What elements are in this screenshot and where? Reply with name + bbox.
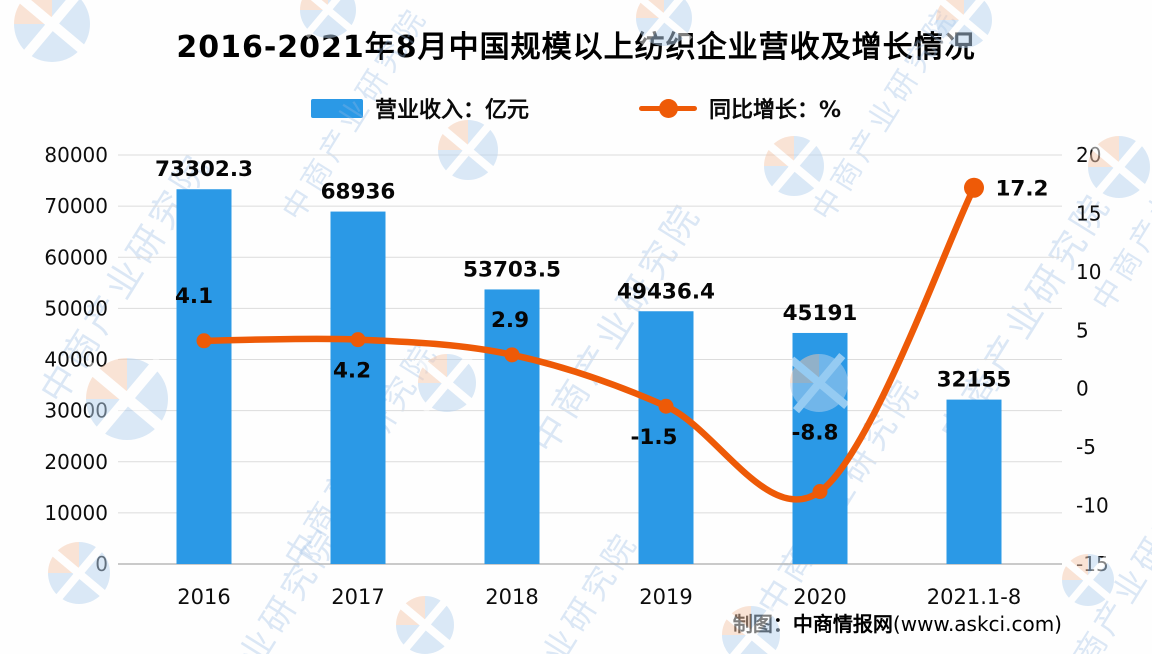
bar-label-2021.1-8: 32155 (937, 368, 1012, 393)
bar-2016 (176, 189, 232, 564)
left-axis-tick: 50000 (44, 296, 108, 320)
bar-2021.1-8 (946, 399, 1002, 564)
bar-label-2017: 68936 (321, 180, 396, 205)
line-marker-2018 (504, 347, 520, 363)
legend-label-revenue: 营业收入：亿元 (374, 98, 529, 123)
bar-series: 73302.3 68936 53703.5 49436.4 45191 32155 (155, 157, 1011, 564)
bar-2020 (792, 332, 848, 564)
right-axis-tick: -10 (1076, 494, 1109, 518)
right-axis-tick: 15 (1076, 201, 1101, 225)
right-axis-tick: 20 (1076, 143, 1101, 167)
left-axis-tick: 40000 (44, 348, 108, 372)
legend-item-revenue: 营业收入：亿元 (310, 92, 529, 124)
x-axis-tick-2018: 2018 (485, 585, 538, 609)
line-marker-2016 (196, 333, 212, 349)
line-label-2016: 4.1 (175, 284, 213, 309)
bar-2017 (330, 211, 386, 564)
line-label-2020: -8.8 (791, 421, 838, 446)
bar-label-2016: 73302.3 (155, 157, 253, 182)
right-axis-tick: 0 (1076, 377, 1089, 401)
line-series-swatch-icon (638, 98, 697, 118)
legend-label-growth: 同比增长：% (708, 98, 842, 123)
x-axis-tick-2017: 2017 (331, 585, 384, 609)
chart-legend: 营业收入：亿元 同比增长：% (0, 92, 1152, 124)
line-marker-2019 (658, 398, 674, 414)
line-series: 4.1 4.2 2.9 -1.5 -8.8 17.2 (175, 177, 1049, 503)
credit-site: (www.askci.com) (892, 612, 1062, 636)
x-axis-tick-2019: 2019 (639, 585, 692, 609)
bar-series-swatch-icon (310, 98, 363, 118)
legend-item-growth: 同比增长：% (638, 92, 842, 124)
right-axis-tick: -5 (1076, 435, 1096, 459)
left-axis-tick: 0 (95, 552, 108, 576)
bar-label-2020: 45191 (783, 301, 858, 326)
left-axis-labels: 80000 70000 60000 50000 40000 30000 20000 10000… (44, 143, 108, 576)
bar-2019 (638, 311, 694, 564)
right-axis-tick: 10 (1076, 260, 1101, 284)
line-marker-2017 (350, 332, 366, 348)
growth-line (200, 184, 978, 503)
x-axis-labels: 2016 2017 2018 2019 2020 2021.1-8 (177, 585, 1021, 609)
right-axis-labels: 20 15 10 5 0 -5 -10 -15 (1076, 143, 1109, 576)
bar-2018 (484, 289, 540, 564)
right-axis-tick: -15 (1076, 552, 1109, 576)
line-label-2019: -1.5 (630, 425, 677, 450)
line-label-2017: 4.2 (333, 359, 371, 384)
x-axis-tick-2021.1-8: 2021.1-8 (927, 585, 1021, 609)
left-axis-tick: 20000 (44, 450, 108, 474)
bar-label-2019: 49436.4 (617, 279, 715, 304)
x-axis-tick-2016: 2016 (177, 585, 230, 609)
line-label-2018: 2.9 (491, 308, 529, 333)
line-marker-2021.1-8 (964, 177, 984, 198)
left-axis-tick: 10000 (44, 501, 108, 525)
gridlines (118, 154, 1062, 565)
line-label-2021.1-8: 17.2 (995, 177, 1048, 202)
left-axis-tick: 30000 (44, 399, 108, 423)
left-axis-tick: 60000 (44, 245, 108, 269)
left-axis-tick: 80000 (44, 143, 108, 167)
x-axis-tick-2020: 2020 (793, 585, 846, 609)
bar-label-2018: 53703.5 (463, 257, 561, 282)
right-axis-tick: 5 (1076, 318, 1089, 342)
line-marker-2020 (812, 484, 828, 500)
left-axis-tick: 70000 (44, 194, 108, 218)
